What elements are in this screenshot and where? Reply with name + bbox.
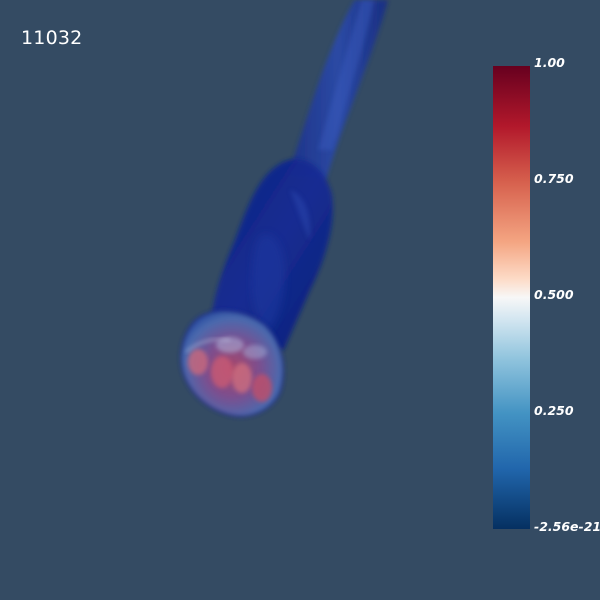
colorbar-tick-label: -2.56e-21 — [534, 519, 600, 534]
jet-tail — [288, 0, 388, 180]
plume-body — [210, 159, 333, 350]
colorbar-tick-label: 0.250 — [534, 403, 574, 418]
colorbar-tick-label: 1.00 — [534, 55, 565, 70]
colorbar-tick-label: 0.500 — [534, 287, 574, 302]
timestep-label: 11032 — [21, 27, 83, 49]
plume-head — [180, 309, 285, 418]
colorbar-tick-label: 0.750 — [534, 171, 574, 186]
colorbar — [493, 66, 530, 529]
